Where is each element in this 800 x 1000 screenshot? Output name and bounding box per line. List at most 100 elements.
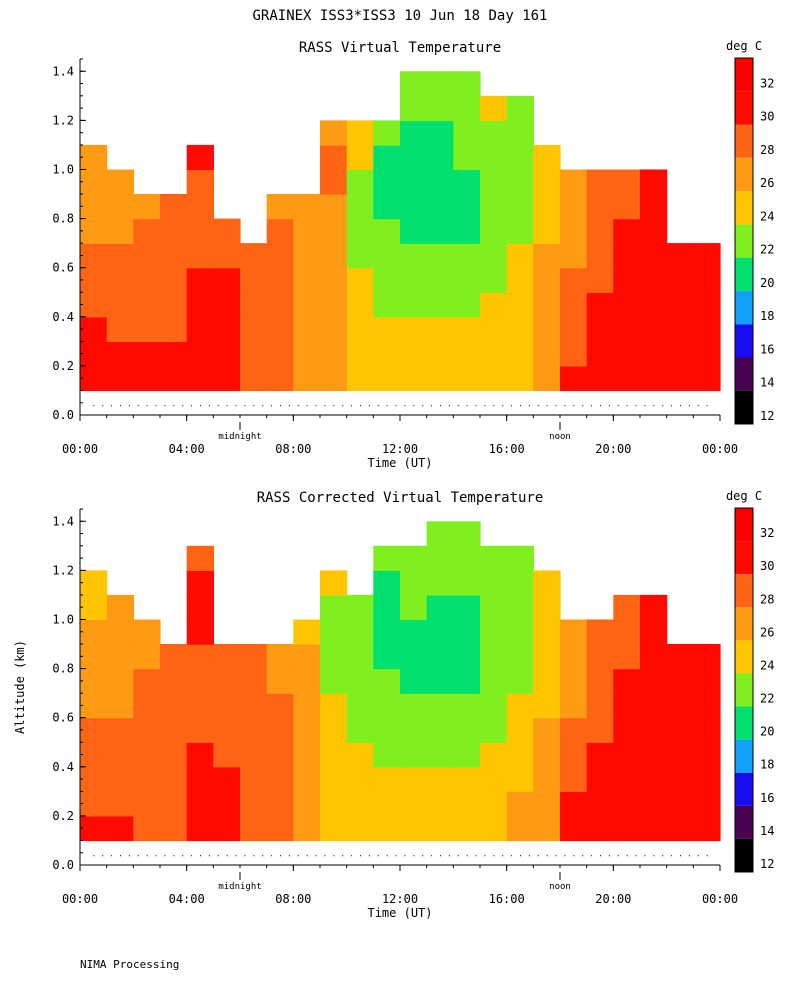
heatmap-cell	[400, 243, 428, 269]
colorbar-band	[735, 574, 753, 608]
heatmap-cell	[80, 693, 108, 719]
baseline-dot	[644, 855, 646, 857]
colorbar: 12 14 16 18 20 22 24 26 28 30 32 deg C	[726, 39, 774, 425]
baseline-dot	[182, 405, 184, 407]
heatmap-cell	[186, 144, 214, 171]
heatmap-cell	[533, 292, 561, 318]
heatmap-cell	[400, 120, 428, 146]
heatmap-cell	[480, 316, 508, 342]
heatmap-cell	[320, 570, 348, 596]
heatmap-cell	[613, 742, 641, 768]
heatmap-cell	[320, 169, 348, 195]
heatmap-cell	[640, 668, 668, 694]
heatmap-cell	[400, 292, 428, 318]
heatmap-cell	[426, 594, 454, 621]
heatmap-cell	[560, 791, 588, 817]
heatmap-cell	[400, 267, 428, 293]
heatmap-cell	[133, 668, 161, 694]
heatmap-cell	[426, 815, 454, 842]
heatmap-cell	[186, 365, 214, 392]
baseline-dot	[306, 405, 308, 407]
heatmap-cell	[693, 365, 721, 392]
heatmap-cell	[373, 594, 401, 621]
colorbar-band	[735, 390, 753, 424]
x-tick-label: 08:00	[275, 892, 311, 906]
heatmap-cell	[560, 365, 588, 392]
heatmap-cell	[346, 717, 374, 743]
y-tick-label: 0.0	[52, 408, 74, 422]
heatmap-cell	[560, 693, 588, 719]
heatmap-cell	[293, 668, 321, 694]
heatmap-cell	[400, 619, 428, 645]
heatmap-cell	[506, 120, 534, 146]
heatmap-cell	[213, 316, 241, 342]
colorbar-unit: deg C	[726, 489, 762, 503]
heatmap-cell	[186, 243, 214, 269]
heatmap-cell	[666, 243, 694, 269]
baseline-dot	[368, 405, 370, 407]
heatmap-cell	[533, 693, 561, 719]
colorbar-band	[735, 157, 753, 192]
baseline-dot	[333, 405, 335, 407]
heatmap-cell	[320, 619, 348, 645]
baseline-dot	[697, 855, 699, 857]
baseline-dot	[546, 855, 548, 857]
heatmap-cell	[453, 218, 481, 244]
baseline-dot	[493, 405, 495, 407]
heatmap-cell	[346, 292, 374, 318]
heatmap-cell	[533, 243, 561, 269]
heatmap-cell	[320, 717, 348, 743]
heatmap-cell	[320, 594, 348, 621]
heatmap-cell	[160, 693, 188, 719]
heatmap-cell	[693, 668, 721, 694]
heatmap-cell	[346, 365, 374, 392]
marker-label: noon	[549, 882, 571, 892]
colorbar-tick-label: 18	[760, 758, 774, 772]
heatmap-cell	[293, 766, 321, 792]
heatmap-cell	[400, 71, 428, 97]
heatmap-cell	[613, 619, 641, 645]
heatmap-cell	[693, 815, 721, 842]
heatmap-cell	[80, 144, 108, 171]
baseline-dot	[253, 405, 255, 407]
heatmap-cell	[373, 218, 401, 244]
baseline-dot	[431, 855, 433, 857]
x-tick-label: 20:00	[595, 442, 631, 456]
heatmap-cell	[266, 243, 294, 269]
baseline-dot	[440, 405, 441, 407]
baseline-dot	[591, 405, 593, 407]
heatmap-cell	[320, 316, 348, 342]
heatmap-cell	[240, 316, 268, 342]
heatmap-cell	[240, 717, 268, 743]
heatmap-cell	[373, 169, 401, 195]
heatmap-cell	[186, 169, 214, 195]
colorbar-tick-label: 24	[760, 209, 774, 223]
heatmap-cell	[160, 668, 188, 694]
baseline-dot	[537, 855, 539, 857]
heatmap-cell	[506, 267, 534, 293]
heatmap-cell	[80, 169, 108, 195]
x-tick-label: 16:00	[489, 442, 525, 456]
heatmap-cell	[320, 194, 348, 220]
heatmap-cell	[80, 717, 108, 743]
y-tick-label: 0.0	[52, 858, 74, 872]
heatmap-cell	[240, 341, 268, 367]
y-tick-label: 1.4	[52, 64, 74, 78]
heatmap-cell	[426, 243, 454, 269]
heatmap-cell	[506, 742, 534, 768]
heatmap-cell	[693, 267, 721, 293]
heatmap-cell	[533, 644, 561, 670]
heatmap-cell	[106, 668, 134, 694]
heatmap-cell	[160, 243, 188, 269]
heatmap-cell	[133, 218, 161, 244]
heatmap-cell	[453, 815, 481, 842]
heatmap-cell	[266, 791, 294, 817]
chart-panel-1: RASS Virtual Temperature 0.0 0.2 0.4 0.6 0.8 1…	[52, 39, 774, 470]
heatmap-cell	[346, 267, 374, 293]
heatmap-cell	[320, 693, 348, 719]
heatmap-cell	[533, 267, 561, 293]
heatmap-cell	[453, 365, 481, 392]
heatmap-cell	[613, 693, 641, 719]
baseline-dot	[200, 405, 201, 407]
